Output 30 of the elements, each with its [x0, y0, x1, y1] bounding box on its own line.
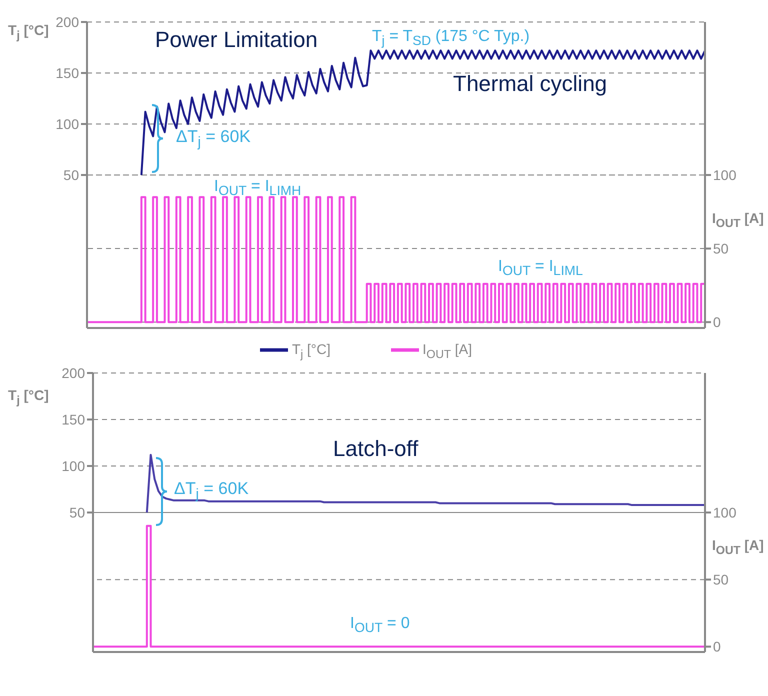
legend-label: I$_{OUT}$ [A] — [422, 341, 472, 362]
annotation: ΔT$_{j}$ = 60K — [174, 479, 249, 503]
annotation: I$_{OUT}$ = 0 — [350, 615, 410, 636]
annotation: Latch-off — [333, 436, 418, 462]
y-tick-label: 150 — [56, 64, 80, 81]
y-tick-label: 200 — [56, 14, 80, 30]
y2-tick-label: 100 — [713, 166, 737, 183]
legend-label: T$_{j}$ [°C] — [292, 341, 331, 362]
annotation: Power Limitation — [155, 27, 318, 52]
line-series — [140, 50, 706, 176]
y2-tick-label: 50 — [713, 572, 729, 588]
y2-axis-title: I$_{OUT}$ [A] — [712, 210, 764, 230]
y2-tick-label: 100 — [713, 504, 737, 520]
y2-tick-label: 50 — [713, 240, 729, 257]
y2-axis-title: I$_{OUT}$ [A] — [712, 537, 764, 557]
annotation: T$_{j}$ = T$_{SD}$ (175 °C Typ.) — [372, 28, 530, 49]
annotation: I$_{OUT}$ = I$_{LIML}$ — [498, 258, 583, 279]
y-tick-label: 200 — [62, 364, 86, 381]
y-axis-title: T$_{j}$ [°C] — [8, 387, 49, 407]
y2-tick-label: 0 — [713, 638, 721, 655]
y-tick-label: 50 — [69, 504, 86, 520]
y-tick-label: 100 — [62, 458, 86, 474]
annotation: ΔT$_{j}$ = 60K — [176, 127, 251, 151]
y-tick-label: 100 — [56, 116, 80, 132]
annotation: Thermal cycling — [453, 71, 608, 96]
y-axis-title: T$_{j}$ [°C] — [8, 22, 49, 42]
y-tick-label: 50 — [63, 166, 80, 183]
annotation: I$_{OUT}$ = I$_{LIMH}$ — [214, 178, 302, 199]
y2-tick-label: 0 — [713, 314, 721, 330]
y-tick-label: 150 — [62, 411, 86, 428]
